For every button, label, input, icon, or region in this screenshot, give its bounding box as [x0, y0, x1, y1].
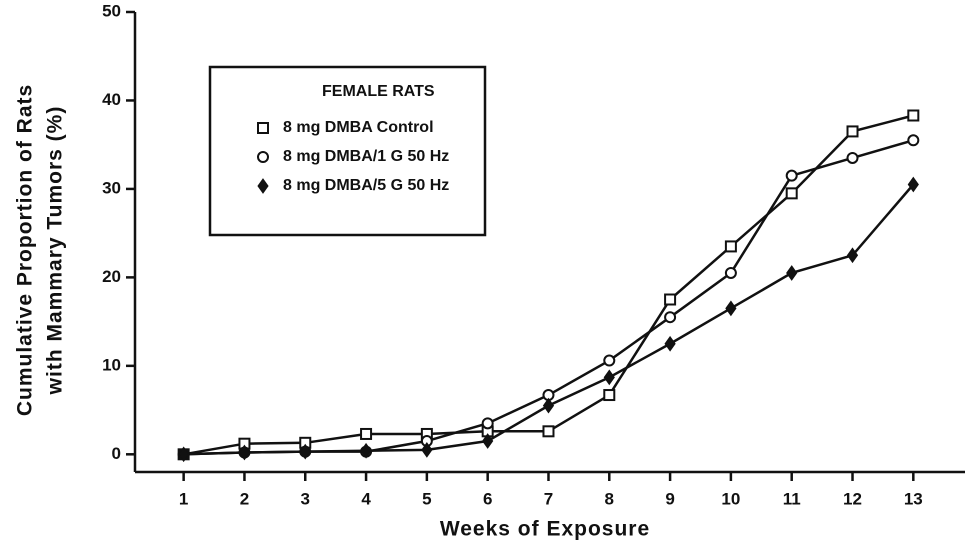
data-point: [178, 446, 190, 463]
x-tick-label: 13: [904, 489, 923, 508]
legend-marker: [257, 151, 269, 163]
x-tick-label: 10: [721, 489, 740, 508]
x-tick-label: 11: [783, 489, 801, 508]
data-point: [542, 425, 555, 438]
legend-box: [208, 65, 487, 237]
data-point: [603, 354, 616, 367]
x-tick-label: 5: [422, 489, 431, 508]
data-point: [724, 240, 737, 253]
legend-label: 8 mg DMBA Control: [283, 119, 434, 136]
data-point: [724, 266, 737, 279]
legend-title: FEMALE RATS: [322, 83, 435, 100]
x-tick-label: 4: [361, 489, 371, 508]
data-point: [482, 433, 494, 449]
data-point: [846, 151, 859, 164]
legend-label: 8 mg DMBA/5 G 50 Hz: [283, 177, 449, 194]
y-tick-label: 0: [112, 444, 121, 463]
data-point: [664, 335, 676, 352]
x-tick-label: 12: [843, 489, 862, 508]
y-tick-label: 30: [102, 178, 121, 197]
data-point: [907, 134, 920, 147]
data-point: [542, 397, 555, 414]
x-tick-label: 8: [605, 489, 614, 508]
data-point: [907, 176, 919, 193]
data-point: [846, 247, 859, 264]
data-point: [603, 389, 616, 402]
y-tick-label: 20: [102, 267, 121, 286]
legend-label: 8 mg DMBA/1 G 50 Hz: [283, 148, 449, 165]
data-point: [360, 442, 372, 459]
x-tick-label: 2: [240, 489, 249, 508]
data-point: [664, 293, 677, 306]
y-tick-label: 40: [102, 90, 121, 109]
data-point: [299, 443, 311, 460]
data-point: [360, 427, 373, 440]
y-axis-title: Cumulative Proportion of Rats: [14, 84, 37, 416]
data-point: [421, 442, 433, 458]
data-point: [725, 300, 737, 317]
legend-marker: [257, 178, 269, 194]
data-point: [603, 369, 615, 386]
y-tick-label: 50: [102, 1, 121, 20]
x-tick-label: 7: [544, 489, 553, 508]
data-point: [846, 125, 859, 138]
y-axis-title: with Mammary Tumors (%): [44, 106, 67, 396]
x-tick-label: 1: [179, 489, 188, 508]
data-point: [785, 169, 798, 182]
x-tick-label: 9: [665, 489, 674, 508]
data-point: [481, 417, 494, 430]
data-point: [785, 187, 798, 200]
x-axis-title: Weeks of Exposure: [440, 518, 650, 541]
data-point: [238, 444, 251, 461]
data-point: [907, 109, 920, 122]
data-point: [786, 265, 798, 281]
data-point: [664, 311, 677, 324]
x-tick-label: 3: [301, 489, 310, 508]
x-tick-label: 6: [483, 489, 492, 508]
legend-marker: [257, 122, 269, 134]
y-tick-label: 10: [102, 355, 121, 374]
